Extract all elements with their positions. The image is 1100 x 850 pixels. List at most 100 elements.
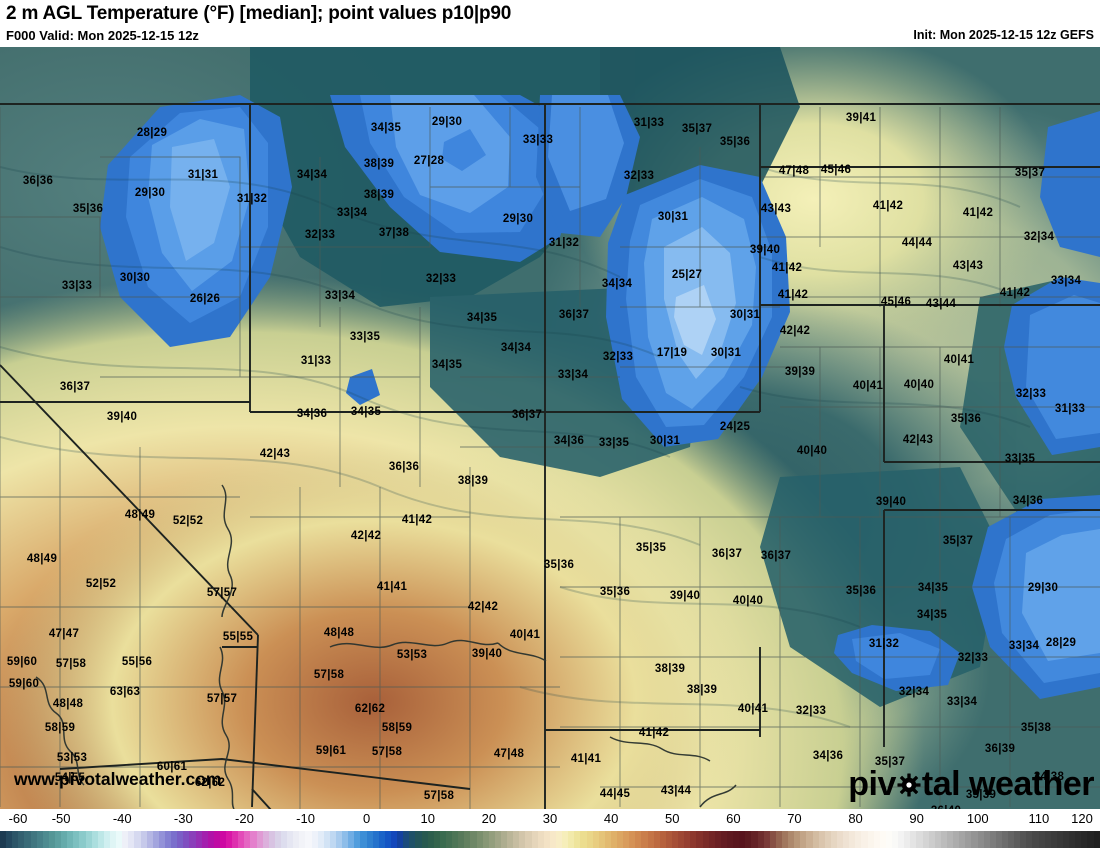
colorbar-segment xyxy=(219,831,227,848)
colorbar-tick-label: -50 xyxy=(51,811,71,826)
colorbar-segment xyxy=(830,831,837,848)
colorbar-segment xyxy=(1075,831,1082,848)
colorbar-segment xyxy=(1044,831,1051,848)
watermark-url: www.pivotalweather.com xyxy=(14,769,222,789)
colorbar-segment xyxy=(24,831,31,848)
colorbar-tick-label: -60 xyxy=(8,811,28,826)
colorbar-segment xyxy=(702,831,709,848)
colorbar-segment xyxy=(384,831,391,848)
colorbar-segment xyxy=(574,831,581,848)
colorbar-strip[interactable] xyxy=(0,831,1100,848)
colorbar-segment xyxy=(232,831,239,848)
colorbar-tick-label: 20 xyxy=(481,811,497,826)
colorbar-segment xyxy=(61,831,68,848)
colorbar-segment xyxy=(1050,831,1057,848)
colorbar-segment xyxy=(397,831,404,848)
colorbar-segment xyxy=(604,831,611,848)
colorbar-segment xyxy=(18,831,25,848)
colorbar-segment xyxy=(549,831,556,848)
map-canvas[interactable]: 36|36 35|36 28|29 29|30 31|31 31|32 30|30 33|33… xyxy=(0,47,1100,809)
colorbar-segment xyxy=(1093,831,1100,848)
colorbar-segment xyxy=(867,831,874,848)
colorbar-segment xyxy=(940,831,947,848)
colorbar-segment xyxy=(623,831,630,848)
colorbar-segment xyxy=(177,831,184,848)
colorbar-segment xyxy=(1032,831,1039,848)
colorbar-segment xyxy=(659,831,666,848)
colorbar-segment xyxy=(73,831,80,848)
colorbar[interactable]: -60 -50 -40 -30 -20 -10 0 10 20 30 40 50 60 70 80 90 100… xyxy=(0,809,1100,850)
colorbar-segment xyxy=(855,831,862,848)
colorbar-segment xyxy=(421,831,428,848)
colorbar-segment xyxy=(256,831,263,848)
colorbar-segment xyxy=(164,831,172,848)
colorbar-segment xyxy=(201,831,208,848)
colorbar-segment xyxy=(1038,831,1045,848)
colorbar-segment xyxy=(372,831,379,848)
colorbar-segment xyxy=(592,831,599,848)
colorbar-segment xyxy=(562,831,569,848)
colorbar-tick-label: -30 xyxy=(173,811,193,826)
colorbar-segment xyxy=(305,831,312,848)
colorbar-segment xyxy=(1087,831,1094,848)
watermark-logo-part2: tal weather xyxy=(921,765,1095,803)
colorbar-segment xyxy=(568,831,575,848)
colorbar-segment xyxy=(329,831,337,848)
colorbar-segment xyxy=(720,831,728,848)
colorbar-segment xyxy=(171,831,178,848)
colorbar-segment xyxy=(916,831,923,848)
colorbar-tick-label: 110 xyxy=(1028,811,1050,826)
colorbar-segment xyxy=(934,831,941,848)
colorbar-segment xyxy=(727,831,734,848)
colorbar-segment xyxy=(769,831,776,848)
colorbar-segment xyxy=(824,831,831,848)
colorbar-segment xyxy=(629,831,636,848)
colorbar-segment xyxy=(849,831,856,848)
colorbar-segment xyxy=(885,831,892,848)
colorbar-segment xyxy=(1026,831,1033,848)
colorbar-ticks: -60 -50 -40 -30 -20 -10 0 10 20 30 40 50 60 70 80 90 100… xyxy=(0,809,1100,831)
colorbar-segment xyxy=(1056,831,1064,848)
cold-region-nc xyxy=(536,95,640,237)
colorbar-segment xyxy=(708,831,715,848)
colorbar-segment xyxy=(843,831,850,848)
colorbar-segment xyxy=(476,831,483,848)
colorbar-tick-label: 120 xyxy=(1071,811,1093,826)
colorbar-segment xyxy=(525,831,532,848)
colorbar-segment xyxy=(183,831,190,848)
init-time-label: Init: Mon 2025-12-15 12z GEFS xyxy=(913,28,1094,42)
colorbar-segment xyxy=(488,831,495,848)
colorbar-segment xyxy=(54,831,62,848)
colorbar-segment xyxy=(67,831,74,848)
colorbar-segment xyxy=(751,831,758,848)
colorbar-segment xyxy=(745,831,752,848)
colorbar-segment xyxy=(794,831,801,848)
cold-region-sc xyxy=(834,625,960,691)
colorbar-tick-label: -10 xyxy=(296,811,315,826)
cold-region-nw xyxy=(100,95,292,347)
colorbar-segment xyxy=(433,831,440,848)
colorbar-segment xyxy=(482,831,489,848)
colorbar-segment xyxy=(458,831,465,848)
colorbar-tick-label: 70 xyxy=(787,811,802,826)
colorbar-segment xyxy=(354,831,361,848)
colorbar-tick-label: 0 xyxy=(363,811,371,826)
colorbar-segment xyxy=(409,831,416,848)
cold-region-e xyxy=(972,111,1100,699)
colorbar-segment xyxy=(103,831,110,848)
colorbar-segment xyxy=(800,831,807,848)
colorbar-segment xyxy=(12,831,19,848)
valid-time-label: F000 Valid: Mon 2025-12-15 12z xyxy=(6,28,199,43)
colorbar-segment xyxy=(97,831,104,848)
colorbar-segment xyxy=(262,831,269,848)
colorbar-tick-label: -40 xyxy=(112,811,132,826)
colorbar-segment xyxy=(1081,831,1088,848)
colorbar-segment xyxy=(959,831,966,848)
colorbar-segment xyxy=(348,831,355,848)
colorbar-segment xyxy=(213,831,220,848)
colorbar-segment xyxy=(971,831,978,848)
colorbar-segment xyxy=(812,831,819,848)
colorbar-segment xyxy=(983,831,990,848)
colorbar-segment xyxy=(299,831,306,848)
